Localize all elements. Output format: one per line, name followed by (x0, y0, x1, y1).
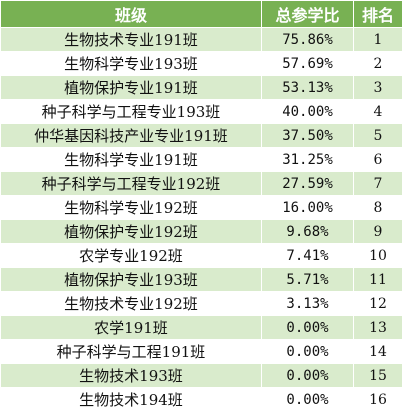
cell-rank[interactable]: 3 (354, 76, 402, 100)
cell-class[interactable]: 生物科学专业192班 (1, 196, 262, 220)
cell-rank[interactable]: 10 (354, 244, 402, 268)
cell-class[interactable]: 生物技术专业192班 (1, 292, 262, 316)
cell-class[interactable]: 农学191班 (1, 316, 262, 340)
cell-participation-ratio[interactable]: 37.50% (262, 124, 354, 148)
cell-class[interactable]: 种子科学与工程专业193班 (1, 100, 262, 124)
cell-class[interactable]: 植物保护专业192班 (1, 220, 262, 244)
cell-participation-ratio[interactable]: 5.71% (262, 268, 354, 292)
cell-participation-ratio[interactable]: 31.25% (262, 148, 354, 172)
cell-participation-ratio[interactable]: 57.69% (262, 52, 354, 76)
header-participation-ratio[interactable]: 总参学比 (262, 1, 354, 28)
cell-rank[interactable]: 6 (354, 148, 402, 172)
cell-rank[interactable]: 9 (354, 220, 402, 244)
cell-participation-ratio[interactable]: 0.00% (262, 316, 354, 340)
cell-rank[interactable]: 7 (354, 172, 402, 196)
cell-rank[interactable]: 5 (354, 124, 402, 148)
cell-participation-ratio[interactable]: 27.59% (262, 172, 354, 196)
cell-rank[interactable]: 15 (354, 364, 402, 388)
cell-participation-ratio[interactable]: 75.86% (262, 28, 354, 52)
cell-rank[interactable]: 12 (354, 292, 402, 316)
cell-participation-ratio[interactable]: 0.00% (262, 364, 354, 388)
cell-participation-ratio[interactable]: 40.00% (262, 100, 354, 124)
cell-rank[interactable]: 16 (354, 388, 402, 412)
cell-participation-ratio[interactable]: 0.00% (262, 388, 354, 412)
header-row: 班级 总参学比 排名 (1, 1, 402, 28)
cell-class[interactable]: 种子科学与工程专业192班 (1, 172, 262, 196)
cell-participation-ratio[interactable]: 0.00% (262, 340, 354, 364)
cell-class[interactable]: 植物保护专业191班 (1, 76, 262, 100)
cell-class[interactable]: 生物科学专业191班 (1, 148, 262, 172)
cell-class[interactable]: 生物技术194班 (1, 388, 262, 412)
cell-class[interactable]: 生物技术专业191班 (1, 28, 262, 52)
cell-class[interactable]: 生物技术193班 (1, 364, 262, 388)
cell-class[interactable]: 生物科学专业193班 (1, 52, 262, 76)
cell-rank[interactable]: 11 (354, 268, 402, 292)
cell-rank[interactable]: 1 (354, 28, 402, 52)
cell-rank[interactable]: 13 (354, 316, 402, 340)
cell-class[interactable]: 仲华基因科技产业专业191班 (1, 124, 262, 148)
cell-rank[interactable]: 4 (354, 100, 402, 124)
cell-rank[interactable]: 8 (354, 196, 402, 220)
cell-participation-ratio[interactable]: 53.13% (262, 76, 354, 100)
cell-participation-ratio[interactable]: 3.13% (262, 292, 354, 316)
cell-participation-ratio[interactable]: 9.68% (262, 220, 354, 244)
cell-class[interactable]: 种子科学与工程191班 (1, 340, 262, 364)
header-rank[interactable]: 排名 (354, 1, 402, 28)
cell-participation-ratio[interactable]: 16.00% (262, 196, 354, 220)
header-class[interactable]: 班级 (1, 1, 262, 28)
cell-class[interactable]: 农学专业192班 (1, 244, 262, 268)
cell-rank[interactable]: 14 (354, 340, 402, 364)
cell-class[interactable]: 植物保护专业193班 (1, 268, 262, 292)
cell-participation-ratio[interactable]: 7.41% (262, 244, 354, 268)
cell-rank[interactable]: 2 (354, 52, 402, 76)
